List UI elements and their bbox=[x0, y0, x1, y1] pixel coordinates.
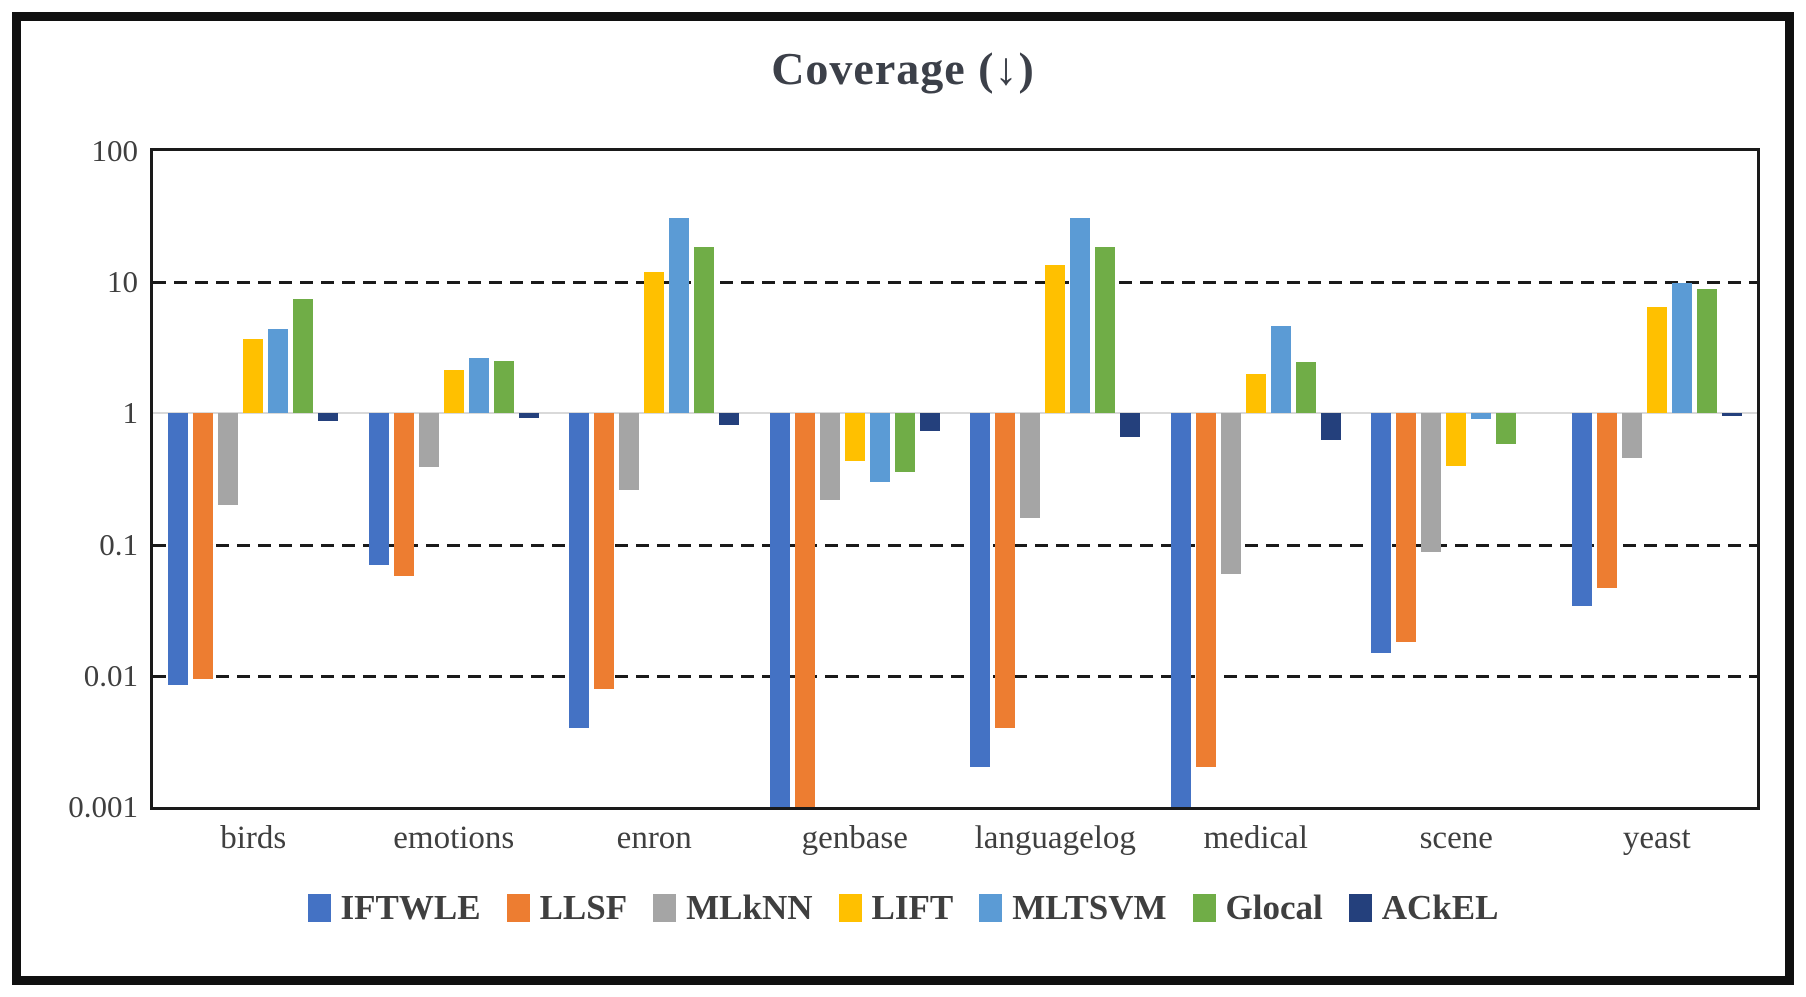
bar-MLkNN-genbase bbox=[819, 413, 840, 500]
bar-MLTSVM-yeast bbox=[1671, 283, 1692, 414]
bar-Glocal-languagelog bbox=[1095, 247, 1116, 414]
bar-IFTWLE-genbase bbox=[769, 413, 790, 807]
x-label-enron: enron bbox=[616, 820, 692, 856]
bar-MLkNN-yeast bbox=[1621, 413, 1642, 458]
bar-LLSF-enron bbox=[594, 413, 615, 689]
bar-MLTSVM-languagelog bbox=[1070, 217, 1091, 414]
bar-Glocal-medical bbox=[1295, 362, 1316, 414]
bar-MLkNN-birds bbox=[218, 413, 239, 506]
bar-MLTSVM-genbase bbox=[869, 413, 890, 482]
bar-Glocal-birds bbox=[293, 298, 314, 414]
bar-MLTSVM-scene bbox=[1471, 413, 1492, 420]
y-tick-1: 1 bbox=[122, 395, 139, 431]
bar-LIFT-scene bbox=[1446, 413, 1467, 466]
legend-label-Glocal: Glocal bbox=[1225, 888, 1323, 927]
legend-swatch-MLTSVM bbox=[979, 893, 1003, 922]
legend-item-IFTWLE: IFTWLE bbox=[307, 888, 481, 927]
gridline-0.01 bbox=[153, 674, 1757, 678]
bar-ACkEL-languagelog bbox=[1120, 413, 1141, 438]
bar-IFTWLE-yeast bbox=[1571, 413, 1592, 607]
gridline-0.1 bbox=[153, 543, 1757, 547]
x-label-yeast: yeast bbox=[1622, 820, 1691, 856]
bar-ACkEL-emotions bbox=[518, 413, 539, 418]
bar-LIFT-enron bbox=[644, 271, 665, 414]
bar-LLSF-birds bbox=[193, 413, 214, 679]
bar-Glocal-emotions bbox=[493, 361, 514, 414]
bar-ACkEL-yeast bbox=[1721, 413, 1742, 417]
legend-item-Glocal: Glocal bbox=[1192, 888, 1323, 927]
bar-LLSF-medical bbox=[1195, 413, 1216, 768]
bar-ACkEL-enron bbox=[719, 413, 740, 425]
bar-ACkEL-birds bbox=[318, 413, 339, 421]
bar-MLkNN-enron bbox=[619, 413, 640, 491]
bar-ACkEL-medical bbox=[1320, 413, 1341, 440]
bar-Glocal-yeast bbox=[1696, 289, 1717, 414]
legend-label-IFTWLE: IFTWLE bbox=[340, 888, 481, 927]
y-tick-10: 10 bbox=[107, 264, 138, 300]
legend-item-ACkEL: ACkEL bbox=[1348, 888, 1499, 927]
x-label-medical: medical bbox=[1203, 820, 1308, 856]
bar-MLTSVM-enron bbox=[669, 217, 690, 414]
bar-LLSF-emotions bbox=[393, 413, 414, 576]
bar-LIFT-birds bbox=[243, 338, 264, 414]
bar-LLSF-languagelog bbox=[995, 413, 1016, 728]
bar-MLTSVM-birds bbox=[268, 328, 289, 414]
legend-label-MLTSVM: MLTSVM bbox=[1012, 888, 1167, 927]
y-tick-0.1: 0.1 bbox=[99, 526, 138, 562]
bar-MLkNN-emotions bbox=[418, 413, 439, 468]
x-label-birds: birds bbox=[220, 820, 287, 856]
bar-LLSF-genbase bbox=[794, 413, 815, 807]
legend-swatch-IFTWLE bbox=[307, 893, 331, 922]
x-label-languagelog: languagelog bbox=[974, 820, 1136, 856]
bar-IFTWLE-emotions bbox=[368, 413, 389, 565]
bar-LIFT-yeast bbox=[1646, 306, 1667, 414]
bar-LIFT-genbase bbox=[844, 413, 865, 462]
plot-area bbox=[150, 148, 1760, 810]
chart-title: Coverage (↓) bbox=[771, 43, 1035, 94]
bar-MLkNN-scene bbox=[1421, 413, 1442, 552]
bar-Glocal-genbase bbox=[894, 413, 915, 472]
x-label-genbase: genbase bbox=[801, 820, 908, 856]
bar-LLSF-yeast bbox=[1596, 413, 1617, 588]
bar-IFTWLE-enron bbox=[569, 413, 590, 728]
bar-LIFT-emotions bbox=[443, 369, 464, 414]
bar-MLkNN-medical bbox=[1220, 413, 1241, 574]
bar-IFTWLE-languagelog bbox=[970, 413, 991, 768]
bar-LIFT-languagelog bbox=[1045, 265, 1066, 414]
bar-IFTWLE-medical bbox=[1170, 413, 1191, 807]
y-tick-0.001: 0.001 bbox=[68, 789, 138, 824]
bar-LLSF-scene bbox=[1396, 413, 1417, 643]
x-label-scene: scene bbox=[1419, 820, 1493, 856]
legend-item-MLkNN: MLkNN bbox=[653, 888, 813, 927]
legend-label-LIFT: LIFT bbox=[871, 888, 954, 927]
bar-MLTSVM-medical bbox=[1270, 326, 1291, 414]
baseline-axis-line bbox=[153, 412, 1757, 415]
bar-LIFT-medical bbox=[1245, 373, 1266, 414]
bar-Glocal-scene bbox=[1496, 413, 1517, 445]
legend-swatch-Glocal bbox=[1192, 893, 1216, 922]
y-tick-100: 100 bbox=[91, 133, 139, 168]
legend-swatch-ACkEL bbox=[1348, 893, 1372, 922]
gridline-10 bbox=[153, 281, 1757, 285]
bar-MLkNN-languagelog bbox=[1020, 413, 1041, 518]
x-label-emotions: emotions bbox=[393, 820, 515, 856]
bar-ACkEL-genbase bbox=[919, 413, 940, 432]
bar-MLTSVM-emotions bbox=[468, 357, 489, 414]
y-tick-0.01: 0.01 bbox=[83, 657, 138, 693]
legend-label-MLkNN: MLkNN bbox=[686, 888, 813, 927]
legend-swatch-LLSF bbox=[506, 893, 530, 922]
bar-Glocal-enron bbox=[694, 247, 715, 414]
legend: IFTWLE LLSF MLkNN LIFT MLTSVM Glocal ACkEL bbox=[0, 890, 1806, 925]
legend-item-MLTSVM: MLTSVM bbox=[979, 888, 1167, 927]
bar-IFTWLE-birds bbox=[168, 413, 189, 686]
legend-label-ACkEL: ACkEL bbox=[1381, 888, 1499, 927]
legend-label-LLSF: LLSF bbox=[539, 888, 628, 927]
legend-item-LLSF: LLSF bbox=[506, 888, 628, 927]
legend-item-LIFT: LIFT bbox=[838, 888, 954, 927]
legend-swatch-LIFT bbox=[838, 893, 862, 922]
legend-swatch-MLkNN bbox=[653, 893, 677, 922]
bar-IFTWLE-scene bbox=[1371, 413, 1392, 653]
